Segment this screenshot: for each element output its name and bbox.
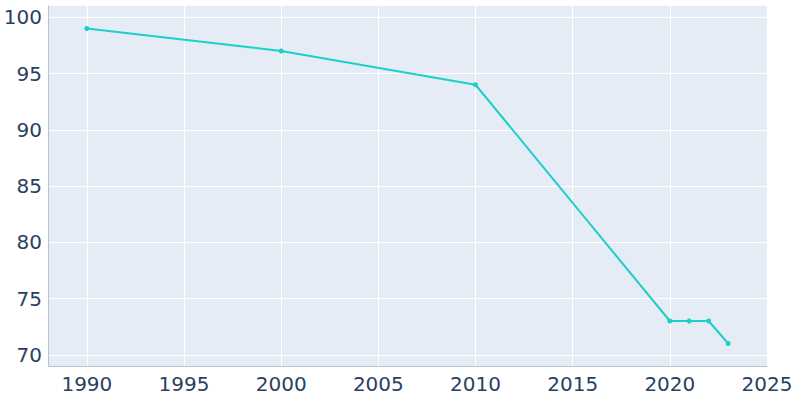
svg-text:2005: 2005	[353, 372, 404, 396]
svg-text:2015: 2015	[547, 372, 598, 396]
svg-text:85: 85	[17, 174, 42, 198]
svg-text:75: 75	[17, 287, 42, 311]
svg-text:80: 80	[17, 230, 42, 254]
svg-text:2025: 2025	[742, 372, 793, 396]
svg-text:1990: 1990	[61, 372, 112, 396]
svg-text:90: 90	[17, 118, 42, 142]
svg-text:100: 100	[4, 5, 42, 29]
svg-text:2000: 2000	[256, 372, 307, 396]
svg-text:95: 95	[17, 62, 42, 86]
svg-text:1995: 1995	[159, 372, 210, 396]
svg-text:70: 70	[17, 343, 42, 367]
svg-text:2010: 2010	[450, 372, 501, 396]
svg-text:2020: 2020	[644, 372, 695, 396]
